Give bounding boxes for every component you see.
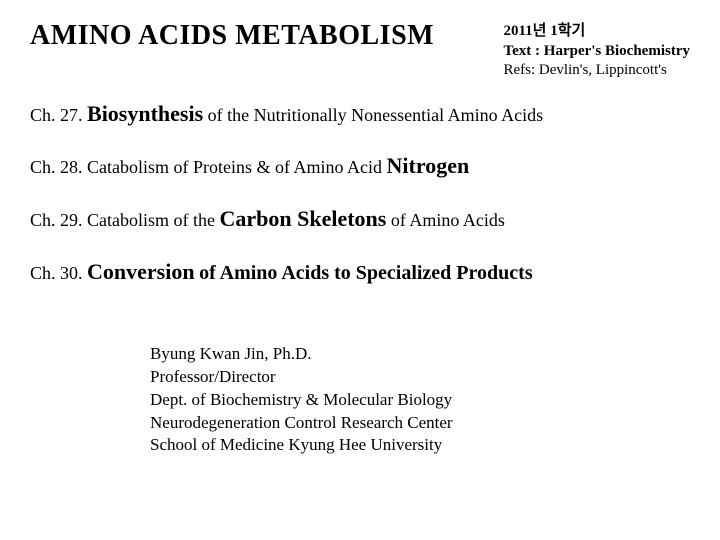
refs-text: Refs: Devlin's, Lippincott's	[504, 61, 691, 81]
term-text: 2011년 1학기	[504, 22, 691, 42]
page-title: AMINO ACIDS METABOLISM	[30, 20, 434, 52]
author-title: Professor/Director	[150, 366, 690, 389]
ch29-prefix: Ch. 29. Catabolism of the	[30, 210, 215, 230]
textbook-text: Text : Harper's Biochemistry	[504, 42, 691, 62]
chapter-27: Ch. 27. Biosynthesis of the Nutritionall…	[30, 99, 690, 130]
ch28-prefix: Ch. 28. Catabolism of Proteins & of Amin…	[30, 157, 382, 177]
ch30-rest: of Amino Acids to Specialized Products	[199, 262, 533, 284]
ch27-prefix: Ch. 27.	[30, 105, 83, 125]
ch30-prefix: Ch. 30.	[30, 263, 83, 283]
chapter-29: Ch. 29. Catabolism of the Carbon Skeleto…	[30, 204, 690, 235]
author-dept: Dept. of Biochemistry & Molecular Biolog…	[150, 389, 690, 412]
author-block: Byung Kwan Jin, Ph.D. Professor/Director…	[150, 343, 690, 458]
author-name: Byung Kwan Jin, Ph.D.	[150, 343, 690, 366]
header-row: AMINO ACIDS METABOLISM 2011년 1학기 Text : …	[30, 20, 690, 81]
ch27-highlight: Biosynthesis	[87, 101, 203, 126]
ch29-rest: of Amino Acids	[391, 210, 505, 230]
ch27-rest: of the Nutritionally Nonessential Amino …	[208, 105, 543, 125]
chapter-30: Ch. 30. Conversion of Amino Acids to Spe…	[30, 257, 690, 288]
course-info: 2011년 1학기 Text : Harper's Biochemistry R…	[504, 20, 691, 81]
ch30-highlight: Conversion	[87, 259, 195, 284]
author-center: Neurodegeneration Control Research Cente…	[150, 412, 690, 435]
ch28-highlight: Nitrogen	[387, 153, 470, 178]
chapter-28: Ch. 28. Catabolism of Proteins & of Amin…	[30, 151, 690, 182]
ch29-highlight: Carbon Skeletons	[219, 206, 386, 231]
author-school: School of Medicine Kyung Hee University	[150, 434, 690, 457]
